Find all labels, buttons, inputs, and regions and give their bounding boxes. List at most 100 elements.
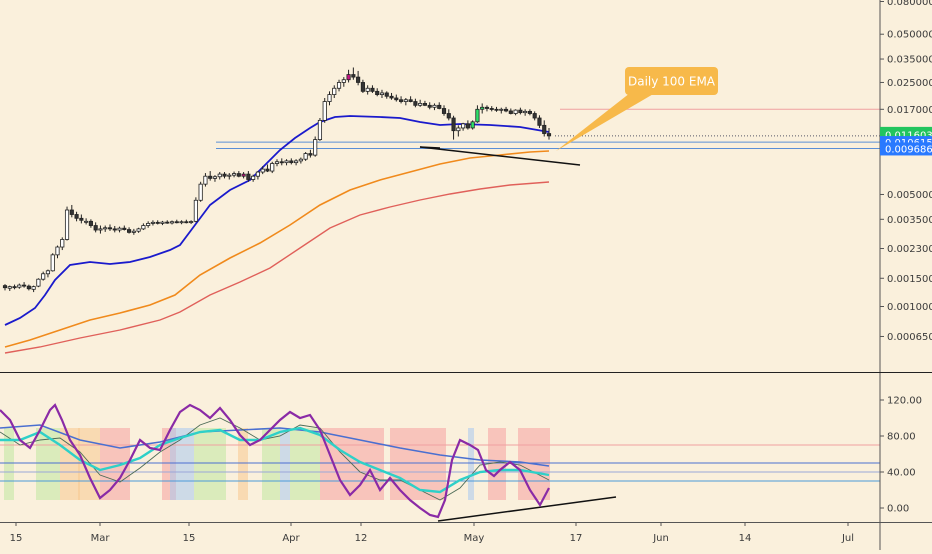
candle[interactable] (50, 253, 55, 272)
candle[interactable] (255, 171, 260, 180)
candle[interactable] (22, 282, 27, 288)
candle[interactable] (141, 223, 146, 231)
candle[interactable] (403, 97, 408, 106)
candle[interactable] (427, 102, 432, 110)
candle[interactable] (208, 171, 213, 181)
candle[interactable] (308, 149, 313, 158)
candle[interactable] (508, 108, 513, 115)
candle[interactable] (322, 97, 327, 123)
candle[interactable] (379, 89, 385, 98)
candle[interactable] (461, 122, 466, 131)
candle[interactable] (246, 171, 251, 182)
candle[interactable] (231, 171, 237, 178)
candle[interactable] (74, 211, 79, 222)
candle[interactable] (523, 109, 528, 116)
candle[interactable] (360, 79, 365, 93)
candle[interactable] (398, 96, 404, 104)
candle[interactable] (284, 159, 289, 166)
candle[interactable] (289, 158, 294, 165)
candle[interactable] (88, 219, 93, 228)
candle[interactable] (384, 91, 389, 99)
candle[interactable] (451, 115, 456, 140)
candle[interactable] (527, 109, 532, 116)
candle[interactable] (432, 103, 437, 111)
candle[interactable] (36, 278, 41, 288)
candle[interactable] (127, 227, 132, 234)
candle[interactable] (317, 118, 323, 141)
candle[interactable] (270, 161, 275, 174)
candle[interactable] (394, 94, 399, 102)
candle[interactable] (64, 206, 70, 241)
candle[interactable] (107, 224, 113, 231)
candle[interactable] (150, 220, 155, 226)
candle[interactable] (84, 218, 89, 225)
candle[interactable] (155, 220, 160, 225)
candle[interactable] (117, 226, 122, 233)
candle[interactable] (484, 105, 490, 112)
candle[interactable] (7, 285, 12, 291)
candle[interactable] (17, 283, 22, 289)
candle[interactable] (475, 105, 480, 123)
candle[interactable] (503, 106, 509, 113)
candle[interactable] (236, 171, 241, 178)
candle[interactable] (356, 70, 361, 86)
candle[interactable] (189, 220, 194, 225)
candle[interactable] (351, 67, 356, 80)
candle[interactable] (413, 98, 418, 108)
candle[interactable] (251, 174, 256, 182)
candle[interactable] (332, 85, 337, 98)
candle[interactable] (217, 172, 222, 180)
candle[interactable] (513, 109, 518, 116)
candle[interactable] (60, 237, 65, 251)
candle[interactable] (265, 164, 270, 173)
candle[interactable] (422, 100, 427, 107)
candle[interactable] (274, 159, 280, 167)
candle[interactable] (518, 107, 523, 115)
candle[interactable] (341, 77, 346, 87)
candle[interactable] (55, 245, 60, 259)
candle[interactable] (441, 105, 447, 116)
candle[interactable] (389, 92, 394, 100)
candle[interactable] (174, 219, 179, 224)
candle[interactable] (198, 181, 203, 202)
candle[interactable] (499, 107, 504, 114)
candle[interactable] (222, 172, 227, 179)
candle[interactable] (12, 284, 17, 290)
candle[interactable] (437, 102, 442, 110)
candle[interactable] (160, 220, 165, 226)
candle[interactable] (146, 221, 151, 228)
candle[interactable] (446, 109, 451, 121)
candle[interactable] (26, 284, 31, 291)
candlesticks[interactable] (2, 67, 552, 293)
candle[interactable] (470, 120, 475, 130)
candle[interactable] (179, 220, 184, 225)
candle[interactable] (294, 159, 299, 166)
candle[interactable] (298, 157, 303, 164)
candle[interactable] (165, 220, 170, 224)
candle[interactable] (546, 127, 552, 140)
candle[interactable] (260, 166, 265, 175)
candle[interactable] (418, 99, 423, 107)
candle[interactable] (193, 197, 198, 223)
candle[interactable] (69, 204, 74, 218)
candle[interactable] (346, 69, 351, 83)
candle[interactable] (93, 222, 98, 233)
candle[interactable] (303, 152, 308, 161)
candle[interactable] (122, 225, 127, 231)
candle[interactable] (184, 219, 189, 224)
candle[interactable] (370, 85, 375, 93)
candle[interactable] (313, 136, 318, 157)
candle[interactable] (31, 285, 36, 293)
candle[interactable] (203, 173, 208, 187)
candle[interactable] (465, 120, 470, 130)
candle[interactable] (480, 103, 485, 114)
candle[interactable] (103, 225, 108, 232)
candle[interactable] (408, 96, 413, 103)
candle[interactable] (532, 111, 537, 121)
candle[interactable] (45, 269, 51, 278)
candle[interactable] (112, 225, 117, 233)
candle[interactable] (494, 106, 499, 112)
candle[interactable] (365, 85, 370, 95)
